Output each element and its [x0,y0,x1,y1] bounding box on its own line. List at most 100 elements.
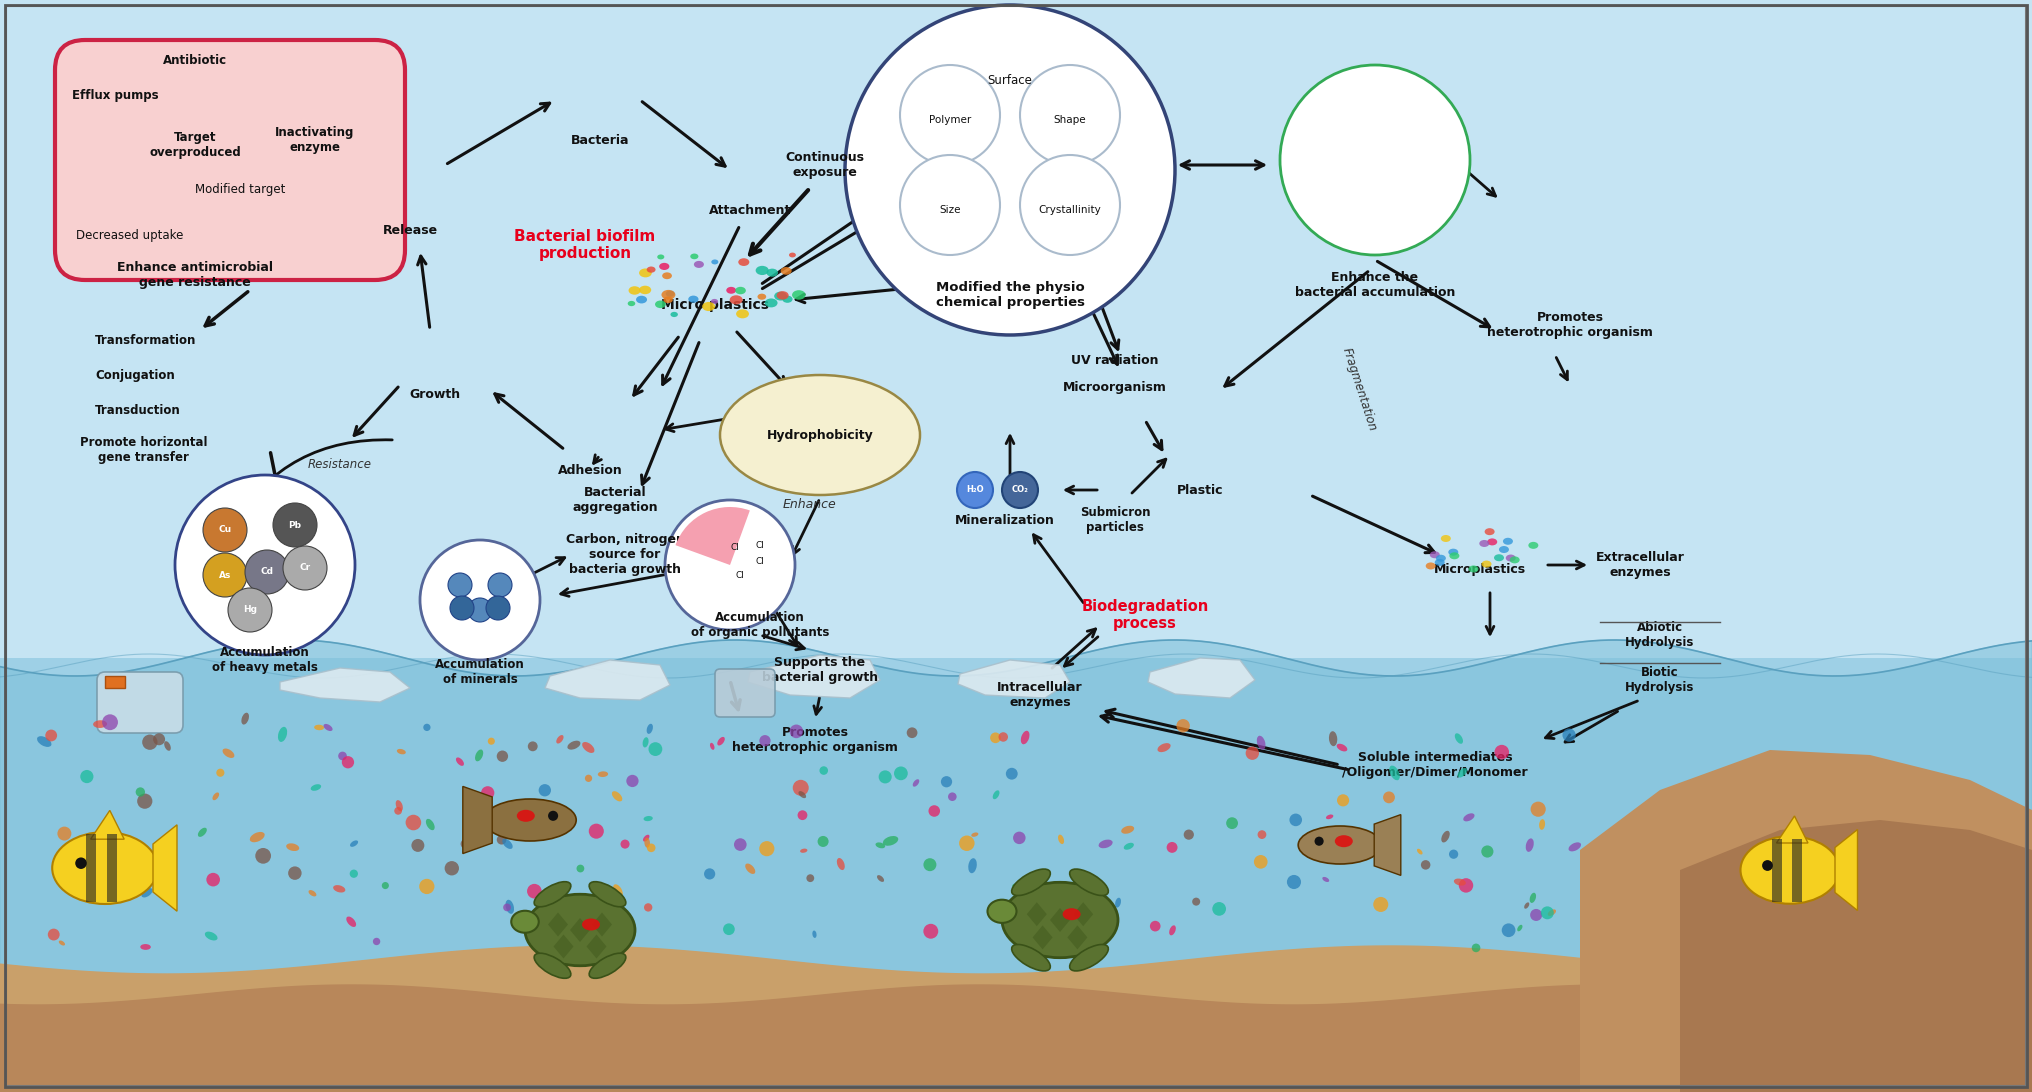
Circle shape [1337,794,1349,806]
Circle shape [228,587,272,632]
Ellipse shape [671,312,679,317]
Text: Conjugation: Conjugation [96,368,175,381]
Text: Target
overproduced: Target overproduced [148,131,242,159]
Text: Cu: Cu [217,525,232,534]
Circle shape [1420,860,1431,869]
Text: Bacterial biofilm
production: Bacterial biofilm production [514,229,656,261]
Ellipse shape [646,724,652,734]
Circle shape [423,724,431,731]
Circle shape [488,573,512,597]
Circle shape [447,573,471,597]
Ellipse shape [1435,559,1445,566]
Ellipse shape [581,741,595,753]
Ellipse shape [792,290,805,299]
Circle shape [1225,817,1237,829]
Text: Cd: Cd [260,568,274,577]
Text: Growth: Growth [408,389,461,402]
Ellipse shape [311,784,321,791]
Circle shape [256,848,270,864]
Ellipse shape [287,843,299,851]
Ellipse shape [764,298,778,307]
Text: CO₂: CO₂ [1012,486,1028,495]
Circle shape [482,786,494,799]
Text: Cl: Cl [756,541,764,549]
Ellipse shape [333,886,345,892]
Text: Biodegradation
process: Biodegradation process [1081,598,1209,631]
Circle shape [1563,728,1575,741]
Ellipse shape [654,300,666,308]
Ellipse shape [524,894,634,965]
Circle shape [337,751,347,760]
Ellipse shape [1069,945,1107,971]
Circle shape [486,596,510,620]
Wedge shape [675,507,750,565]
Text: As: As [219,570,232,580]
Ellipse shape [475,749,484,761]
Text: Bacteria: Bacteria [571,133,630,146]
Polygon shape [587,935,606,959]
Text: Resistance: Resistance [309,459,372,472]
Ellipse shape [780,268,792,275]
Ellipse shape [1426,562,1437,569]
Ellipse shape [644,838,650,847]
Ellipse shape [1530,893,1536,903]
Ellipse shape [614,885,622,897]
Circle shape [496,835,506,844]
Ellipse shape [994,791,1000,799]
Bar [106,676,126,688]
Polygon shape [553,935,573,959]
Circle shape [1502,924,1516,937]
Bar [1792,839,1802,902]
Ellipse shape [1431,551,1441,558]
Ellipse shape [1449,553,1459,559]
Circle shape [1290,814,1303,827]
Ellipse shape [1469,566,1479,572]
Ellipse shape [709,743,715,750]
Ellipse shape [1449,548,1459,556]
Ellipse shape [882,836,898,845]
Circle shape [1213,902,1225,916]
Ellipse shape [711,299,717,304]
Circle shape [1471,943,1481,952]
Text: Micro plastics: Micro plastics [660,298,768,312]
Ellipse shape [971,832,977,836]
Ellipse shape [534,881,571,906]
Ellipse shape [662,272,673,280]
Ellipse shape [350,841,358,846]
Circle shape [949,793,957,802]
Ellipse shape [1329,732,1337,746]
Ellipse shape [725,287,736,294]
Text: Cr: Cr [299,563,311,572]
Ellipse shape [1453,879,1465,886]
Ellipse shape [1116,898,1122,907]
Circle shape [350,869,358,878]
Circle shape [1315,836,1323,846]
Circle shape [461,839,469,848]
Ellipse shape [628,301,636,306]
Circle shape [421,541,541,660]
Ellipse shape [782,296,792,302]
Circle shape [819,767,827,775]
Polygon shape [571,918,589,942]
Circle shape [1166,842,1177,853]
Ellipse shape [278,727,287,741]
Ellipse shape [717,737,725,746]
Circle shape [102,714,118,731]
Circle shape [990,733,1002,744]
Circle shape [394,807,402,815]
FancyBboxPatch shape [55,40,404,280]
Circle shape [142,735,158,750]
Ellipse shape [345,916,356,927]
Ellipse shape [646,266,656,273]
Circle shape [923,858,937,871]
Ellipse shape [1441,831,1449,843]
Circle shape [549,810,559,821]
Circle shape [845,5,1174,335]
Polygon shape [1835,830,1857,911]
Ellipse shape [1122,826,1134,834]
Text: Cl: Cl [732,544,740,553]
Ellipse shape [323,724,333,731]
Ellipse shape [729,295,742,305]
Circle shape [1530,802,1546,817]
Ellipse shape [1487,538,1498,545]
